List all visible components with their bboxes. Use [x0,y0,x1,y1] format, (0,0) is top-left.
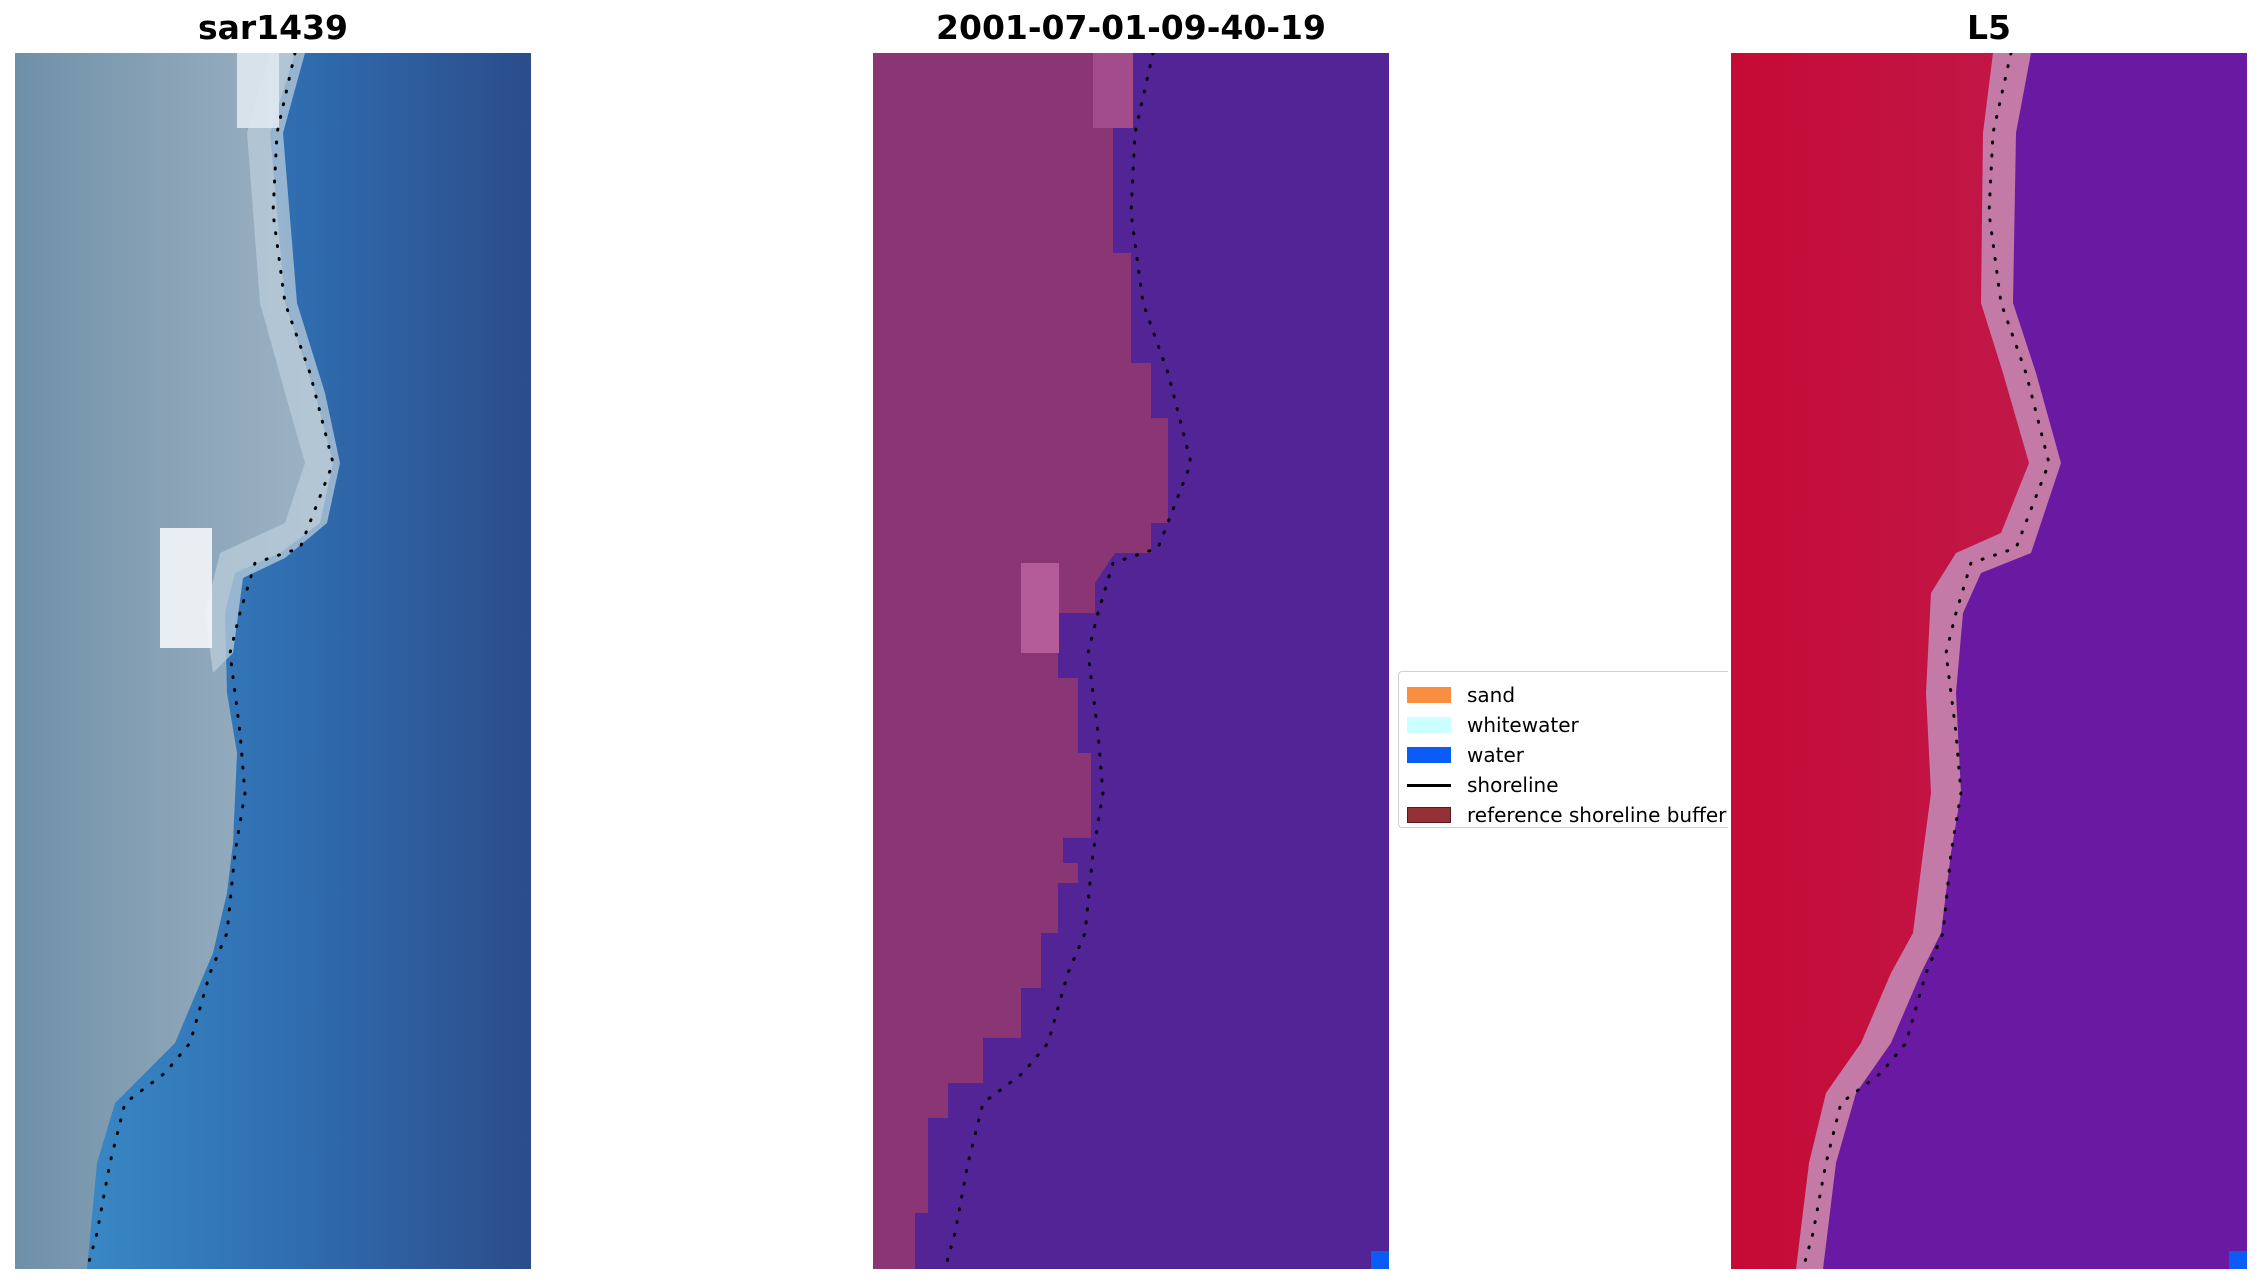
classification-panel [873,53,1389,1269]
legend-item-whitewater: whitewater [1407,710,1579,740]
land-area [15,53,333,1269]
legend-label-reference-buffer: reference shoreline buffer [1467,803,1727,827]
legend-item-shoreline: shoreline [1407,770,1559,800]
rgb-image [15,53,531,1269]
whitewater-band [205,53,340,673]
white-patch-top [237,53,279,128]
legend-label-shoreline: shoreline [1467,773,1559,797]
rgb-image-panel [15,53,531,1269]
index-panel [1731,53,2247,1269]
white-patch [160,528,212,648]
legend-item-sand: sand [1407,680,1515,710]
legend-label-whitewater: whitewater [1467,713,1579,737]
panel-title-index: L5 [1967,8,2011,47]
index-image [1731,53,2247,1269]
panel-title-rgb: sar1439 [197,8,349,47]
panel-title-classification: 2001-07-01-09-40-19 [936,8,1326,47]
index-water-pixel [2229,1251,2247,1269]
legend: sand whitewater water shoreline referenc… [1398,671,1728,828]
classification-image [873,53,1389,1269]
bright-sand-top [1093,53,1133,128]
legend-swatch-shoreline [1407,783,1451,787]
legend-item-reference-buffer: reference shoreline buffer [1407,800,1726,830]
legend-item-water: water [1407,740,1524,770]
index-land [1731,53,2029,1269]
water-pixel [1371,1251,1389,1269]
legend-label-water: water [1467,743,1524,767]
legend-swatch-whitewater [1407,717,1451,733]
legend-swatch-water [1407,747,1451,763]
sand-buffer-class [873,53,1168,1269]
legend-swatch-sand [1407,687,1451,703]
bright-sand-patch [1021,563,1059,653]
legend-swatch-reference-buffer [1407,807,1451,823]
legend-label-sand: sand [1467,683,1516,707]
